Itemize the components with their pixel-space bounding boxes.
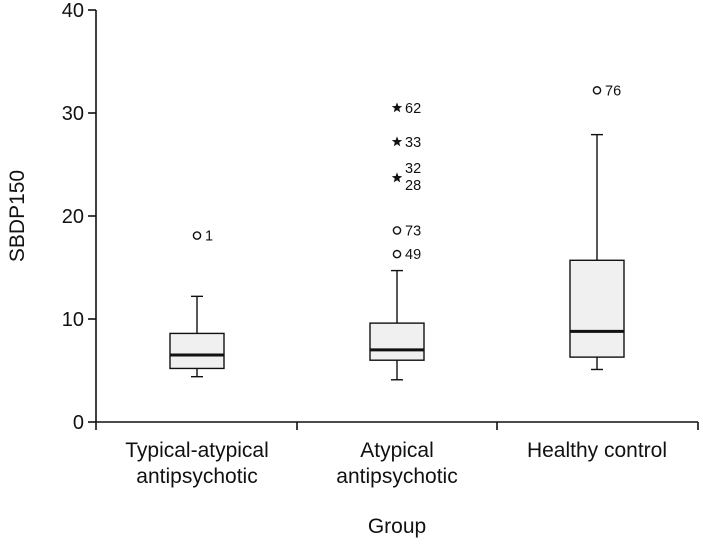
extreme-point bbox=[391, 102, 403, 113]
iqr-box bbox=[169, 332, 225, 370]
outlier-label: 33 bbox=[405, 135, 421, 151]
extreme-point bbox=[391, 172, 403, 183]
axes: 0 10 20 30 40 Typical-atypical antipsychotic At… bbox=[62, 0, 699, 488]
extreme-point bbox=[391, 136, 403, 147]
outlier-label: 73 bbox=[405, 223, 421, 239]
outlier-point bbox=[192, 231, 202, 240]
outlier-label: 49 bbox=[405, 247, 421, 263]
x-category-label: Healthy control bbox=[527, 439, 667, 462]
box-series: 1 62 33 32 28 73 49 76 bbox=[169, 83, 625, 381]
x-category-label: Typical-atypical antipsychotic bbox=[125, 439, 269, 488]
iqr-box bbox=[569, 259, 625, 358]
box-group: 76 bbox=[569, 83, 625, 371]
x-axis-title: Group bbox=[368, 515, 426, 538]
y-tick-label: 0 bbox=[73, 412, 84, 434]
x-category-label: Atypical antipsychotic bbox=[336, 439, 457, 488]
y-tick-label: 40 bbox=[62, 0, 84, 22]
outlier-point bbox=[392, 226, 402, 235]
iqr-box bbox=[369, 322, 425, 361]
y-tick-label: 20 bbox=[62, 206, 84, 228]
outlier-point bbox=[592, 86, 602, 95]
outlier-label: 32 28 bbox=[405, 161, 421, 194]
outlier-point bbox=[392, 249, 402, 259]
outlier-label: 76 bbox=[605, 83, 621, 99]
y-axis-title: SBDP150 bbox=[6, 170, 29, 262]
y-tick-label: 30 bbox=[62, 103, 84, 125]
outlier-label: 62 bbox=[405, 101, 421, 117]
box-group: 62 33 32 28 73 49 bbox=[369, 101, 425, 381]
box-group: 1 bbox=[169, 229, 225, 378]
outlier-label: 1 bbox=[205, 229, 213, 245]
y-tick-label: 10 bbox=[62, 309, 84, 331]
